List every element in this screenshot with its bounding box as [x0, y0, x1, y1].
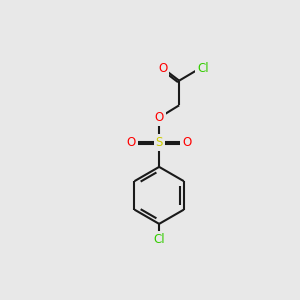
Text: Cl: Cl: [153, 233, 165, 246]
Text: O: O: [154, 111, 164, 124]
Text: O: O: [127, 136, 136, 149]
Text: O: O: [182, 136, 191, 149]
Text: S: S: [155, 136, 163, 149]
Text: Cl: Cl: [197, 62, 209, 75]
Text: O: O: [158, 62, 168, 75]
